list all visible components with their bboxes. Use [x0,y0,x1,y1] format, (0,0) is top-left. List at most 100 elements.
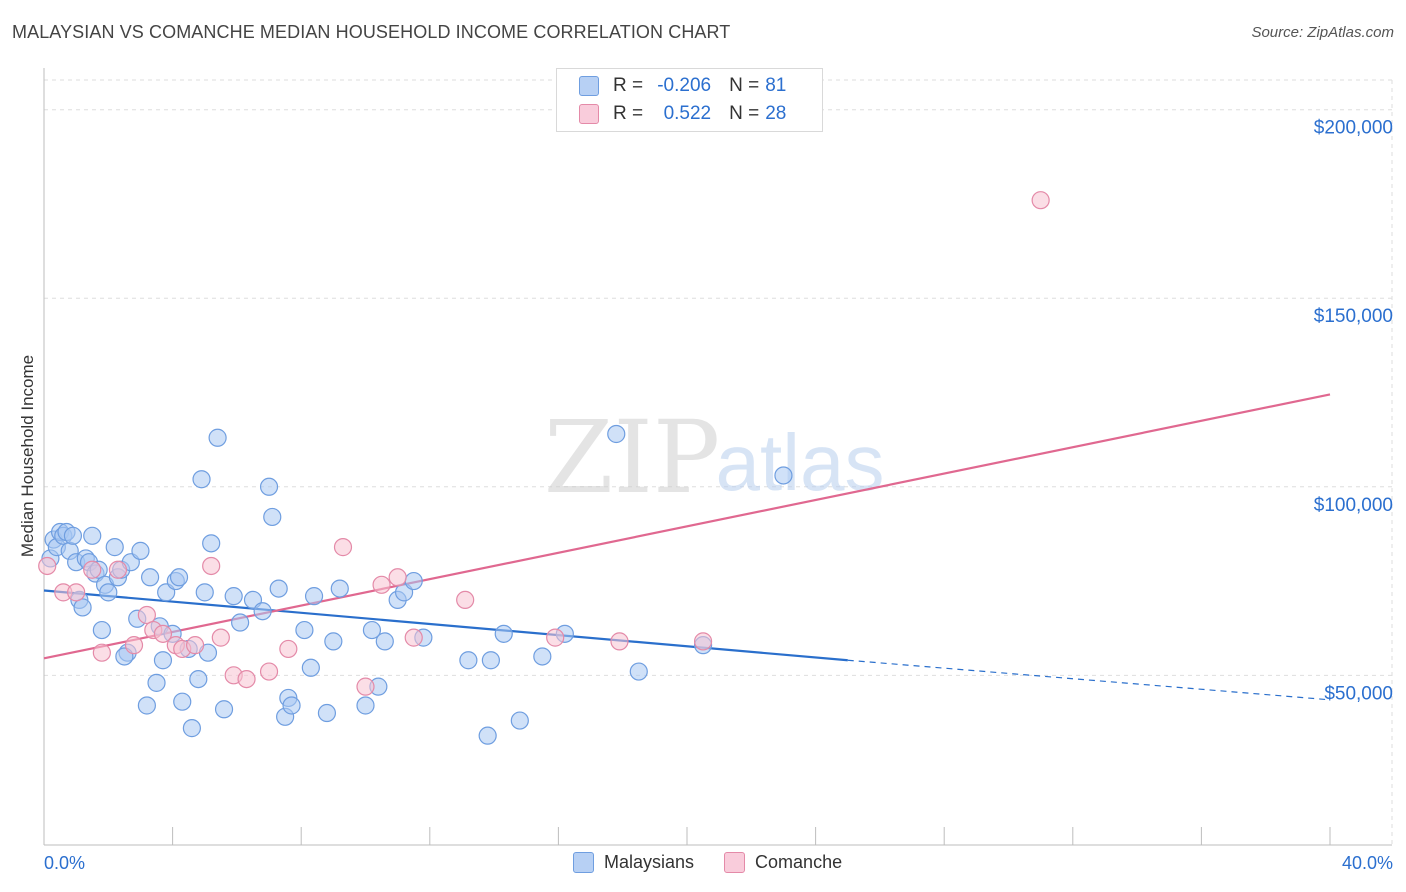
legend-swatch-malaysians [579,76,599,96]
malaysians-point [169,568,189,587]
malaysians-point [105,538,124,557]
y-tick-label: $150,000 [1314,306,1393,327]
legend-swatch-comanche [724,852,746,873]
malaysians-point [231,613,250,632]
legend-row-comanche: R = 0.522 N = 28 [579,100,786,128]
malaysians-point [304,587,324,606]
malaysians-point [317,703,337,723]
malaysians-point [192,470,211,489]
malaysians-point [131,541,150,560]
comanche-point [92,643,111,662]
comanche-point [259,662,279,681]
comanche-point [333,538,353,557]
legend-swatch-comanche [579,104,599,124]
comanche-point [108,560,128,579]
axes [43,68,1392,846]
malaysians-point [263,507,282,527]
watermark-atlas: atlas [716,418,885,507]
x-tick-labels: 0.0% 40.0% [44,853,1393,873]
malaysians-point [73,598,92,617]
comanche-point [693,632,713,651]
malaysians-point [404,571,423,591]
correlation-legend: R = -0.206 N = 81 R = 0.522 N = 28 [556,68,823,132]
y-tick-label: $200,000 [1314,118,1393,139]
malaysians-point [510,711,529,730]
malaysians-point [92,620,111,640]
legend-item-malaysians[interactable]: Malaysians [573,852,694,873]
source-note: Source: ZipAtlas.com [1251,24,1394,41]
malaysians-point [774,466,793,485]
comanche-point [356,677,375,696]
comanche-point [186,636,205,655]
comanche-point [404,628,423,647]
y-tick-label: $100,000 [1314,495,1393,516]
legend-n-label: N = [729,103,760,124]
legend-row-malaysians: R = -0.206 N = 81 [579,72,786,100]
malaysians-point [301,658,320,677]
malaysians-point [189,669,208,689]
comanche-point [211,628,230,647]
malaysians-point [282,696,301,715]
y-tick-labels: $50,000 $100,000 $150,000 $200,000 [1314,118,1393,705]
malaysians-point [63,526,83,545]
comanche-point [124,636,144,655]
malaysians-point [481,651,500,670]
malaysians-point [253,602,272,621]
malaysians-point [214,700,234,719]
comanche-point [83,560,102,579]
malaysians-point [533,647,552,666]
malaysians-point [375,632,394,651]
malaysians-point [195,583,214,602]
comanche-point [1031,191,1050,210]
malaysians-point [137,696,156,715]
malaysians-point [147,673,166,692]
watermark-zip: ZIP [544,399,720,516]
malaysians-point [459,651,478,670]
legend-r-value: 0.522 [663,103,712,124]
malaysians-point [99,583,118,602]
comanche-point [546,628,565,647]
x-tick-label-min: 0.0% [44,853,85,873]
chart-title: MALAYSIAN VS COMANCHE MEDIAN HOUSEHOLD I… [12,22,731,42]
malaysians-point [607,424,626,444]
malaysians-point [629,662,648,681]
comanche-point [202,556,221,576]
series-legend: Malaysians Comanche [573,852,872,873]
comanche-point [610,632,629,651]
malaysians-point [295,620,314,640]
legend-swatch-malaysians [573,852,594,873]
comanche-point [456,590,475,610]
comanche-point [372,575,391,594]
malaysians-point [330,579,349,598]
malaysians-point [202,534,221,553]
legend-r-value: -0.206 [657,75,712,96]
comanche-point [279,639,298,659]
malaysians-point [269,579,288,598]
malaysians-trend-extension [847,659,1331,701]
x-tick-label-max: 40.0% [1342,853,1393,873]
legend-r-label: R = [613,103,644,124]
data-points [38,191,1050,745]
malaysians-point [259,477,279,496]
comanche-point [38,556,57,576]
comanche-point [67,583,86,602]
malaysians-point [83,526,102,545]
legend-n-label: N = [729,75,760,96]
malaysians-point [224,587,243,606]
legend-label-malaysians: Malaysians [604,852,695,872]
legend-item-comanche[interactable]: Comanche [724,852,842,873]
malaysians-point [356,696,375,715]
legend-label-comanche: Comanche [755,852,843,872]
malaysians-trend-line [43,589,848,662]
malaysians-point [494,624,513,643]
malaysians-point [153,651,173,670]
comanche-point [388,568,407,587]
legend-n-value: 81 [765,75,787,96]
y-tick-label: $50,000 [1324,683,1393,704]
legend-n-value: 28 [765,103,787,124]
malaysians-point [140,568,160,587]
malaysians-point [182,719,201,738]
comanche-point [137,605,156,625]
malaysians-point [173,692,192,711]
